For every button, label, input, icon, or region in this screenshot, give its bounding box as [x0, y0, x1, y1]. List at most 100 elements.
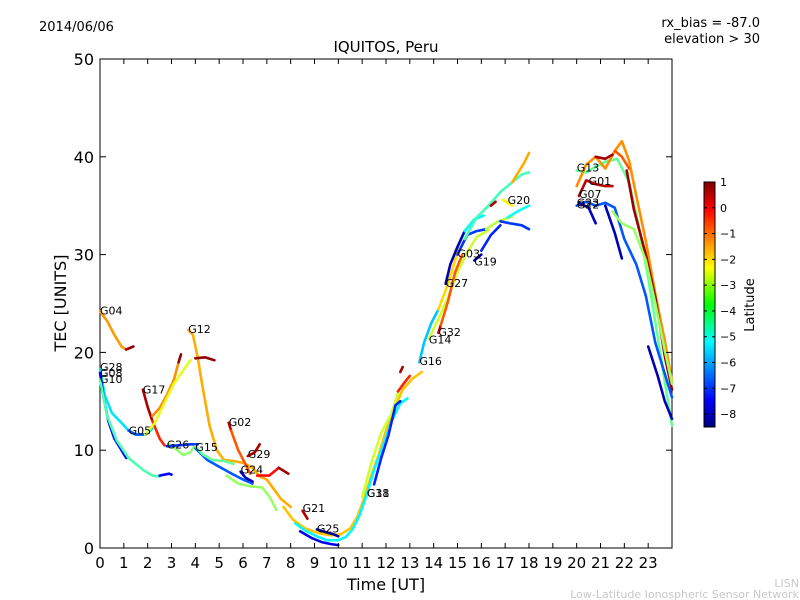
x-tick-label: 11 — [353, 554, 372, 572]
x-tick-label: 14 — [424, 554, 443, 572]
colorbar-tick-label: 0 — [720, 202, 727, 215]
series-line-g25 — [298, 530, 340, 547]
x-tick-label: 12 — [376, 554, 395, 572]
prn-label-g24: G24 — [241, 464, 264, 477]
date-label: 2014/06/06 — [39, 20, 114, 35]
x-tick-label: 22 — [615, 554, 634, 572]
series-layer — [98, 139, 674, 547]
series-line-g12 — [186, 328, 292, 509]
series-line-g31 — [372, 400, 402, 486]
series-line-g24 — [239, 470, 254, 483]
series-line-g04 — [98, 310, 128, 351]
prn-label-g29: G29 — [248, 448, 271, 461]
series-line-g20 — [499, 220, 531, 231]
series-line-g19 — [472, 253, 483, 262]
prn-label-g04: G04 — [100, 304, 123, 317]
x-tick-label: 6 — [238, 554, 248, 572]
prn-label-g18: G18 — [367, 487, 390, 500]
x-axis: 0 1 2 3 4 5 6 7 8 9 10 11 12 13 14 15 16 17 18 19 20 21 22 23 — [95, 59, 658, 572]
series-line-g07 — [577, 179, 614, 198]
x-tick-label: 3 — [167, 554, 177, 572]
colorbar-tick-label: −2 — [720, 253, 736, 266]
series-line-g27 — [444, 229, 466, 286]
y-axis-label: TEC [UNITS] — [51, 255, 70, 353]
prn-label-g23: G23 — [577, 197, 600, 210]
series-line-g26 — [165, 443, 199, 448]
colorbar-tick-label: −6 — [720, 357, 736, 370]
series-line-g10 — [98, 378, 161, 478]
prn-label-g07: G07 — [579, 188, 602, 201]
series-line-g20 — [489, 200, 497, 207]
series-line-g01 — [613, 149, 631, 170]
prn-label-g02: G02 — [229, 416, 252, 429]
prn-label-g22: G22 — [577, 199, 600, 212]
x-tick-label: 1 — [119, 554, 129, 572]
series-line-g23 — [604, 204, 624, 260]
series-line-g32 — [439, 253, 464, 327]
prn-label-g03: G03 — [458, 248, 481, 261]
colorbar-tick-label: −5 — [720, 331, 736, 344]
y-tick-label: 40 — [74, 148, 94, 167]
prn-label-g19: G19 — [474, 255, 497, 268]
y-axis: 0 10 20 30 40 50 — [74, 50, 672, 558]
series-line-g23 — [646, 345, 674, 421]
x-tick-label: 21 — [591, 554, 610, 572]
prn-label-g12: G12 — [188, 323, 211, 336]
x-tick-label: 7 — [262, 554, 272, 572]
series-line-g20 — [506, 204, 531, 219]
series-line-g21 — [301, 509, 309, 520]
plot-area — [99, 58, 673, 549]
prn-label-g26: G26 — [167, 438, 190, 451]
series-line-g26 — [144, 358, 192, 436]
x-tick-label: 13 — [400, 554, 419, 572]
series-line-g29 — [256, 466, 281, 477]
series-line-g17 — [141, 388, 154, 423]
series-line-g03 — [456, 227, 488, 256]
colorbar-label: Latitude — [743, 278, 758, 332]
prn-label-g17: G17 — [143, 384, 166, 397]
y-tick-label: 30 — [74, 246, 94, 265]
series-line-g15 — [194, 446, 254, 485]
series-line-g23 — [577, 201, 597, 225]
series-line-g25 — [315, 528, 340, 538]
prn-label-g32: G32 — [438, 326, 461, 339]
elevation-label: elevation > 30 — [664, 32, 760, 47]
x-tick-label: 16 — [472, 554, 491, 572]
series-line-g23 — [575, 200, 674, 399]
prn-label-g20: G20 — [508, 194, 531, 207]
x-tick-label: 8 — [286, 554, 296, 572]
rx-bias-label: rx_bias = -87.0 — [661, 16, 760, 31]
x-tick-label: 18 — [519, 554, 538, 572]
x-axis-label: Time [UT] — [346, 575, 425, 594]
footer-lisn: LISN — [774, 577, 799, 590]
series-line-g02 — [227, 421, 233, 432]
colorbar-tick-label: −1 — [720, 228, 736, 241]
colorbar-tick-label: −4 — [720, 305, 736, 318]
footer-network: Low-Latitude Ionospheric Sensor Network — [570, 588, 799, 600]
series-line-g14 — [427, 228, 490, 340]
series-line-g17 — [151, 419, 166, 447]
series-line-g15 — [194, 356, 216, 362]
chart-title: IQUITOS, Peru — [333, 38, 438, 56]
series-line-g32 — [437, 323, 443, 335]
series-line-g20 — [501, 198, 514, 207]
series-line-g21 — [282, 370, 424, 537]
series-line-g19 — [480, 224, 502, 252]
x-tick-label: 17 — [496, 554, 515, 572]
prn-label-g10: G10 — [100, 373, 123, 386]
colorbar-tick-label: 1 — [720, 176, 727, 189]
series-line-g20 — [463, 171, 531, 241]
series-line-g01 — [594, 153, 614, 161]
prn-label-g27: G27 — [446, 277, 469, 290]
prn-label-g01: G01 — [589, 175, 612, 188]
x-tick-label: 20 — [567, 554, 586, 572]
colorbar-tick-label: −8 — [720, 408, 736, 421]
y-tick-label: 10 — [74, 441, 94, 460]
colorbar — [703, 181, 716, 428]
y-tick-label: 20 — [74, 343, 94, 362]
series-line-g05 — [127, 429, 147, 436]
series-line-g20 — [510, 151, 531, 184]
series-line-g15 — [194, 445, 235, 466]
